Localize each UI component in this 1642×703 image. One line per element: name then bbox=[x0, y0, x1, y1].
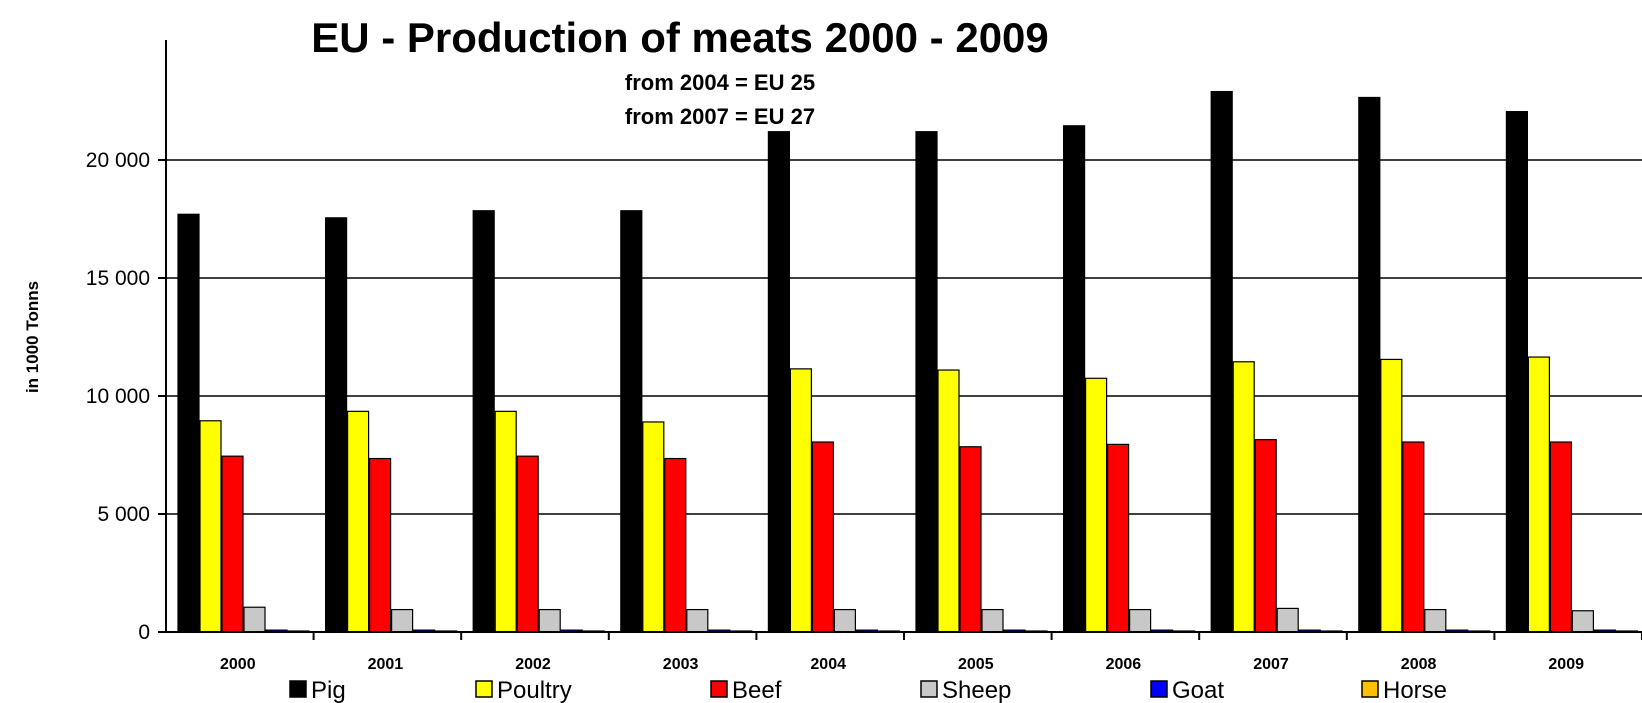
bar-beef-2007 bbox=[1254, 439, 1277, 633]
bar-poultry-2004 bbox=[789, 368, 813, 633]
bar-beef-2002 bbox=[516, 455, 539, 633]
bar-poultry-2000 bbox=[199, 420, 222, 633]
legend-swatch-poultry bbox=[475, 680, 493, 698]
legend-swatch-horse bbox=[1361, 680, 1379, 698]
legend-swatch-goat bbox=[1150, 680, 1168, 698]
y-tick-label: 5 000 bbox=[97, 503, 150, 526]
bar-beef-2009 bbox=[1549, 441, 1573, 633]
legend-swatch-pig bbox=[289, 680, 307, 698]
bar-pig-2000 bbox=[177, 213, 200, 633]
x-tick-label-2005: 2005 bbox=[958, 656, 994, 673]
bar-beef-2004 bbox=[811, 441, 835, 633]
x-tick-label-2009: 2009 bbox=[1548, 656, 1584, 673]
legend-swatch-sheep bbox=[920, 680, 938, 698]
bar-pig-2008 bbox=[1358, 96, 1381, 633]
bar-poultry-2009 bbox=[1527, 356, 1551, 633]
bar-sheep-2001 bbox=[391, 608, 414, 633]
bar-pig-2002 bbox=[472, 210, 495, 633]
x-tick-label-2006: 2006 bbox=[1106, 656, 1142, 673]
bar-beef-2005 bbox=[959, 446, 982, 633]
bar-sheep-2002 bbox=[538, 608, 561, 633]
bar-poultry-2005 bbox=[937, 369, 960, 633]
legend-label-poultry: Poultry bbox=[497, 677, 572, 703]
legend-swatch-beef bbox=[710, 680, 728, 698]
legend-label-sheep: Sheep bbox=[942, 677, 1011, 703]
bar-beef-2008 bbox=[1402, 441, 1425, 633]
bar-pig-2005 bbox=[915, 131, 938, 633]
bar-pig-2004 bbox=[767, 131, 791, 633]
bar-pig-2003 bbox=[620, 210, 643, 633]
bar-poultry-2003 bbox=[642, 421, 665, 633]
bar-sheep-2003 bbox=[686, 608, 709, 633]
y-tick-label: 20 000 bbox=[86, 149, 150, 172]
y-tick-label: 15 000 bbox=[86, 267, 150, 290]
x-tick-label-2001: 2001 bbox=[368, 656, 404, 673]
x-tick-label-2008: 2008 bbox=[1401, 656, 1437, 673]
bar-sheep-2007 bbox=[1276, 607, 1299, 633]
y-axis-label: in 1000 Tonns bbox=[23, 281, 42, 393]
x-axis-ticks: 2000 2001 2002 2003 2004 2005 2006 2007 2008 2009 bbox=[220, 632, 1642, 673]
legend-label-pig: Pig bbox=[311, 677, 346, 703]
chart-subtitle-line-1: from 2004 = EU 25 bbox=[625, 70, 815, 95]
bar-beef-2006 bbox=[1106, 443, 1130, 633]
bar-beef-2000 bbox=[221, 455, 244, 633]
x-tick-label-2000: 2000 bbox=[220, 656, 256, 673]
bar-poultry-2002 bbox=[494, 410, 517, 633]
x-tick-label-2004: 2004 bbox=[810, 656, 846, 673]
chart-subtitle-line-2: from 2007 = EU 27 bbox=[625, 104, 815, 129]
legend-label-beef: Beef bbox=[732, 677, 782, 703]
bar-poultry-2006 bbox=[1084, 377, 1108, 633]
legend-label-horse: Horse bbox=[1383, 677, 1447, 703]
bar-sheep-2000 bbox=[243, 606, 266, 633]
bar-sheep-2005 bbox=[981, 608, 1004, 633]
bar-pig-2001 bbox=[325, 217, 348, 633]
bar-pig-2006 bbox=[1062, 125, 1086, 633]
bar-sheep-2004 bbox=[833, 608, 857, 633]
bar-pig-2007 bbox=[1210, 90, 1233, 633]
y-tick-label: 10 000 bbox=[86, 385, 150, 408]
bar-poultry-2008 bbox=[1380, 358, 1403, 633]
bar-poultry-2007 bbox=[1232, 361, 1255, 633]
x-tick-label-2003: 2003 bbox=[663, 656, 699, 673]
bar-beef-2003 bbox=[664, 457, 687, 633]
bar-sheep-2008 bbox=[1424, 608, 1447, 633]
y-axis-ticks: 0 5 000 10 000 15 000 20 000 bbox=[86, 149, 166, 644]
bar-poultry-2001 bbox=[347, 410, 370, 633]
legend-label-goat: Goat bbox=[1172, 677, 1224, 703]
bar-sheep-2009 bbox=[1571, 610, 1595, 633]
legend: Pig Poultry Beef Sheep Goat Horse bbox=[289, 677, 1447, 703]
bar-beef-2001 bbox=[369, 457, 392, 633]
chart-title: EU - Production of meats 2000 - 2009 bbox=[311, 14, 1049, 61]
bar-pig-2009 bbox=[1505, 111, 1529, 633]
x-tick-label-2002: 2002 bbox=[515, 656, 551, 673]
bar-sheep-2006 bbox=[1128, 608, 1152, 633]
bars bbox=[177, 90, 1639, 633]
x-tick-label-2007: 2007 bbox=[1253, 656, 1289, 673]
y-tick-label: 0 bbox=[138, 621, 150, 644]
